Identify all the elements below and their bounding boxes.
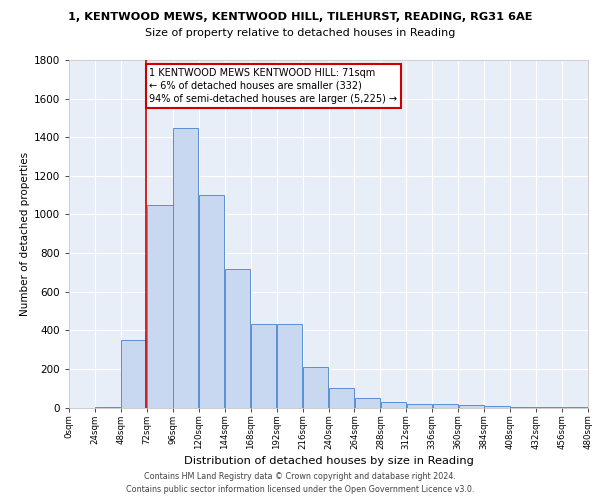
Bar — [484, 406, 510, 407]
Text: Size of property relative to detached houses in Reading: Size of property relative to detached ho… — [145, 28, 455, 38]
Bar — [458, 404, 484, 407]
Bar — [251, 324, 277, 407]
Text: 1 KENTWOOD MEWS KENTWOOD HILL: 71sqm
← 6% of detached houses are smaller (332)
9: 1 KENTWOOD MEWS KENTWOOD HILL: 71sqm ← 6… — [149, 68, 397, 104]
Bar — [277, 324, 302, 407]
Bar — [303, 367, 328, 408]
Bar — [147, 205, 173, 408]
Bar — [511, 406, 536, 408]
Bar — [407, 404, 432, 407]
Bar — [380, 402, 406, 407]
Bar — [199, 195, 224, 408]
X-axis label: Distribution of detached houses by size in Reading: Distribution of detached houses by size … — [184, 456, 473, 466]
Bar — [121, 340, 146, 407]
Bar — [95, 406, 121, 408]
Bar — [225, 268, 250, 407]
Bar — [355, 398, 380, 407]
Text: Contains HM Land Registry data © Crown copyright and database right 2024.
Contai: Contains HM Land Registry data © Crown c… — [126, 472, 474, 494]
Y-axis label: Number of detached properties: Number of detached properties — [20, 152, 29, 316]
Bar — [433, 404, 458, 407]
Bar — [329, 388, 354, 407]
Bar — [173, 128, 199, 407]
Bar — [562, 407, 588, 408]
Bar — [536, 406, 562, 408]
Text: 1, KENTWOOD MEWS, KENTWOOD HILL, TILEHURST, READING, RG31 6AE: 1, KENTWOOD MEWS, KENTWOOD HILL, TILEHUR… — [68, 12, 532, 22]
